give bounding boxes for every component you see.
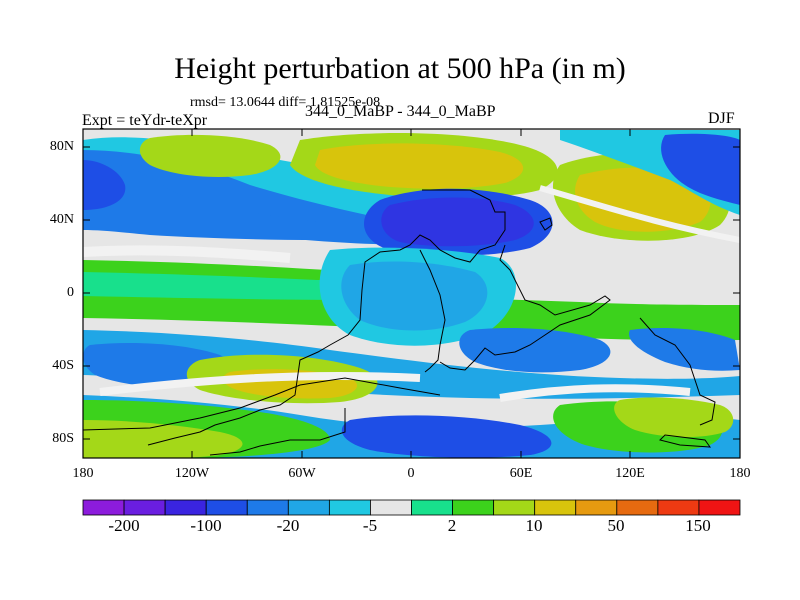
colorbar-label: -20 xyxy=(276,516,300,535)
colorbar-swatch xyxy=(287,499,330,516)
colorbar-swatch xyxy=(698,499,741,516)
colorbar xyxy=(82,499,741,516)
colorbar-swatch xyxy=(575,499,618,516)
colorbar-label: 50 xyxy=(607,516,625,535)
lon-tick-label: 180 xyxy=(72,466,94,481)
colorbar-label: 2 xyxy=(447,516,457,535)
lon-tick-label: 0 xyxy=(407,466,415,481)
colorbar-swatch xyxy=(205,499,248,516)
lat-tick-label: 80S xyxy=(52,431,74,446)
colorbar-label: -200 xyxy=(108,516,140,535)
colorbar-swatch xyxy=(452,499,495,516)
lon-tick-label: 180 xyxy=(729,466,751,481)
lat-tick-label: 40N xyxy=(49,212,74,227)
experiment-subtitle: 344_0_MaBP - 344_0_MaBP xyxy=(305,103,496,120)
colorbar-swatch xyxy=(328,499,371,516)
colorbar-swatch xyxy=(246,499,289,516)
colorbar-swatch xyxy=(82,499,125,516)
lat-tick-label: 80N xyxy=(49,139,74,154)
axis-ticks xyxy=(82,129,741,458)
lon-tick-label: 120E xyxy=(615,466,645,481)
season-label: DJF xyxy=(708,110,735,127)
lon-tick-label: 60E xyxy=(509,466,533,481)
colorbar-swatch xyxy=(534,499,577,516)
experiment-label: Expt = teYdr-teXpr xyxy=(82,112,208,129)
plot-title: Height perturbation at 500 hPa (in m) xyxy=(174,52,626,85)
colorbar-swatch xyxy=(164,499,207,516)
colorbar-swatch xyxy=(123,499,166,516)
colorbar-swatch xyxy=(411,499,453,516)
coastlines xyxy=(83,189,716,456)
contour-field xyxy=(83,129,740,458)
colorbar-swatch xyxy=(493,499,536,516)
colorbar-label: 150 xyxy=(685,516,711,535)
lat-tick-label: 0 xyxy=(67,285,74,300)
lat-tick-label: 40S xyxy=(52,358,74,373)
colorbar-swatch xyxy=(370,499,412,516)
colorbar-label: -100 xyxy=(190,516,222,535)
lon-tick-label: 120W xyxy=(174,466,210,481)
stats-line: rmsd= 13.0644 diff= 1.81525e-08 xyxy=(190,95,381,110)
colorbar-swatch xyxy=(657,499,700,516)
colorbar-label: -5 xyxy=(362,516,378,535)
colorbar-swatch xyxy=(616,499,659,516)
lon-tick-label: 60W xyxy=(288,466,316,481)
colorbar-label: 10 xyxy=(525,516,543,535)
